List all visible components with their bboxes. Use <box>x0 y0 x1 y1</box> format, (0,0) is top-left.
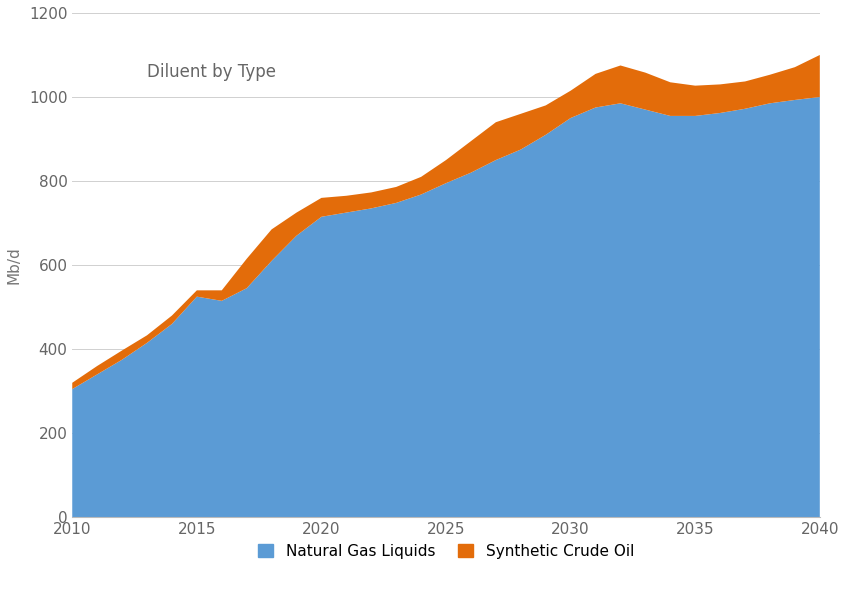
Text: Diluent by Type: Diluent by Type <box>147 63 276 82</box>
Y-axis label: Mb/d: Mb/d <box>7 246 22 284</box>
Legend: Natural Gas Liquids, Synthetic Crude Oil: Natural Gas Liquids, Synthetic Crude Oil <box>252 538 640 565</box>
